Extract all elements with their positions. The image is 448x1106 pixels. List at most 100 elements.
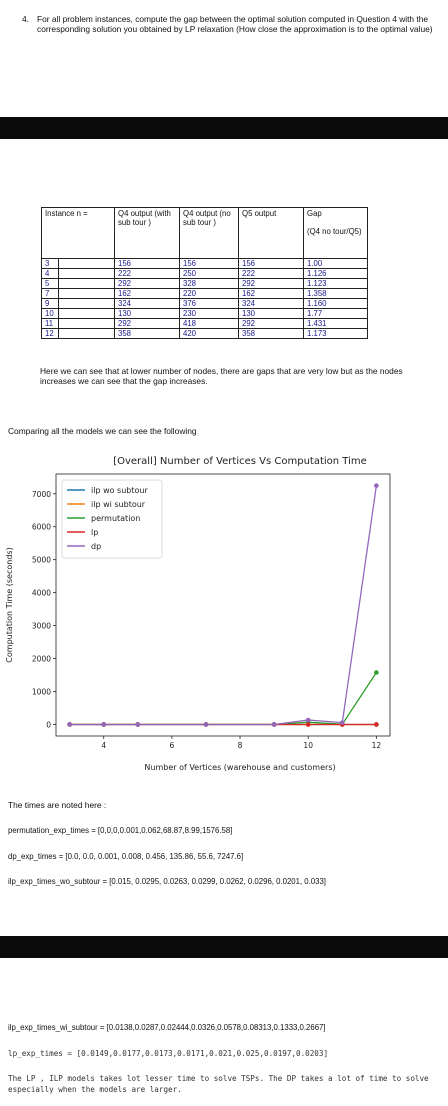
plot-frame — [55, 473, 391, 737]
legend-box — [61, 479, 163, 559]
table-cell: 162 — [114, 288, 180, 299]
legend-label: ilp wo subtour — [91, 486, 148, 495]
data-point — [135, 722, 141, 727]
times-title: The times are noted here : — [8, 800, 107, 810]
row-number-cell: 11 — [41, 318, 59, 329]
dark-band-bottom — [0, 936, 448, 958]
legend-label: dp — [91, 542, 101, 551]
table-cell: 1.126 — [303, 268, 368, 279]
table-cell: 292 — [114, 318, 180, 329]
data-point — [374, 483, 379, 488]
series-lines — [69, 485, 378, 726]
data-point — [101, 722, 107, 727]
header-instance: Instance n = — [41, 207, 115, 259]
y-tick-label: 1000 — [32, 688, 51, 697]
table-cell: 1.160 — [303, 298, 368, 309]
instance-cell — [58, 298, 115, 309]
table-cell: 292 — [238, 278, 304, 289]
y-axis: 0 1000 2000 3000 4000 5000 6000 7000 — [32, 490, 56, 729]
ilp-wi-subtour-times: ilp_exp_times_wi_subtour = [0.0138,0.028… — [8, 1023, 326, 1032]
header-q4-nosub: Q4 output (no sub tour ) — [179, 207, 239, 259]
header-gap: Gap (Q4 no tour/Q5) — [303, 207, 368, 259]
x-tick-label: 4 — [101, 741, 106, 750]
table-cell: 220 — [179, 288, 239, 299]
y-tick-label: 2000 — [32, 655, 51, 664]
header-q4-sub: Q4 output (with sub tour ) — [114, 207, 180, 259]
row-number-cell: 10 — [41, 308, 59, 319]
instance-cell — [58, 288, 115, 299]
y-tick-label: 3000 — [32, 622, 51, 631]
table-row: 3 156 156 156 1.00 — [41, 258, 368, 269]
permutation-times: permutation_exp_times = [0,0,0,0.001,0.0… — [8, 826, 233, 835]
table-cell: 376 — [179, 298, 239, 309]
x-axis-label: Number of Vertices (warehouse and custom… — [144, 763, 335, 772]
table-cell: 222 — [238, 268, 304, 279]
computation-time-chart: [Overall] Number of Vertices Vs Computat… — [5, 456, 391, 772]
chart-title: [Overall] Number of Vertices Vs Computat… — [113, 456, 367, 467]
table-cell: 1.00 — [303, 258, 368, 269]
header-q5: Q5 output — [238, 207, 304, 259]
conclusion-text: The LP , ILP models takes lot lesser tim… — [8, 1074, 429, 1094]
x-tick-label: 10 — [303, 741, 313, 750]
data-point — [339, 720, 345, 725]
instance-cell — [58, 328, 115, 339]
table-cell: 156 — [179, 258, 239, 269]
y-tick-label: 7000 — [32, 490, 51, 499]
series-line-dp — [69, 485, 378, 726]
instance-cell — [58, 318, 115, 329]
table-cell: 358 — [114, 328, 180, 339]
table-row: 9 324 376 324 1.160 — [41, 298, 368, 309]
question-number: 4. — [22, 14, 29, 24]
table-cell: 324 — [238, 298, 304, 309]
table-cell: 1.173 — [303, 328, 368, 339]
y-tick-label: 5000 — [32, 556, 51, 565]
row-number-cell: 7 — [41, 288, 59, 299]
data-point — [271, 722, 277, 727]
table-cell: 130 — [238, 308, 304, 319]
legend-label: ilp wi subtour — [91, 500, 146, 509]
table-cell: 230 — [179, 308, 239, 319]
data-point — [203, 722, 209, 727]
table-cell: 328 — [179, 278, 239, 289]
table-cell: 418 — [179, 318, 239, 329]
y-tick-label: 4000 — [32, 589, 51, 598]
x-tick-label: 12 — [372, 741, 382, 750]
data-point — [374, 722, 379, 727]
question-text: For all problem instances, compute the g… — [37, 14, 433, 34]
lp-times: lp_exp_times = [0.0149,0.0177,0.0173,0.0… — [8, 1049, 329, 1058]
table-cell: 292 — [238, 318, 304, 329]
table-cell: 130 — [114, 308, 180, 319]
x-axis: 4 6 8 10 12 — [101, 736, 381, 750]
results-table: Instance n = Q4 output (with sub tour ) … — [41, 207, 368, 339]
table-cell: 292 — [114, 278, 180, 289]
instance-cell — [58, 308, 115, 319]
instance-cell — [58, 278, 115, 289]
table-cell: 162 — [238, 288, 304, 299]
ilp-wo-subtour-times: ilp_exp_times_wo_subtour = [0.015, 0.029… — [8, 877, 326, 886]
row-number-cell: 5 — [41, 278, 59, 289]
table-cell: 250 — [179, 268, 239, 279]
y-axis-label: Computation Time (seconds) — [5, 547, 14, 662]
row-number-cell: 3 — [41, 258, 59, 269]
table-cell: 420 — [179, 328, 239, 339]
x-tick-label: 6 — [169, 741, 174, 750]
chart-legend: ilp wo subtour ilp wi subtour permutation l… — [61, 479, 163, 559]
row-number-cell: 9 — [41, 298, 59, 309]
table-row: 11 292 418 292 1.431 — [41, 318, 368, 329]
table-cell: 358 — [238, 328, 304, 339]
table-row: 12 358 420 358 1.173 — [41, 328, 368, 339]
y-tick-label: 0 — [46, 720, 51, 729]
table-row: 5 292 328 292 1.123 — [41, 278, 368, 289]
x-tick-label: 8 — [238, 741, 243, 750]
data-point — [67, 722, 72, 727]
row-number-cell: 12 — [41, 328, 59, 339]
dp-times: dp_exp_times = [0.0, 0.0, 0.001, 0.008, … — [8, 852, 244, 861]
table-cell: 1.77 — [303, 308, 368, 319]
table-cell: 222 — [114, 268, 180, 279]
legend-label: lp — [91, 528, 98, 537]
table-cell: 324 — [114, 298, 180, 309]
observation-note: Here we can see that at lower number of … — [40, 366, 403, 386]
table-cell: 1.431 — [303, 318, 368, 329]
table-row: 10 130 230 130 1.77 — [41, 308, 368, 319]
table-row: 7 162 220 162 1.358 — [41, 288, 368, 299]
